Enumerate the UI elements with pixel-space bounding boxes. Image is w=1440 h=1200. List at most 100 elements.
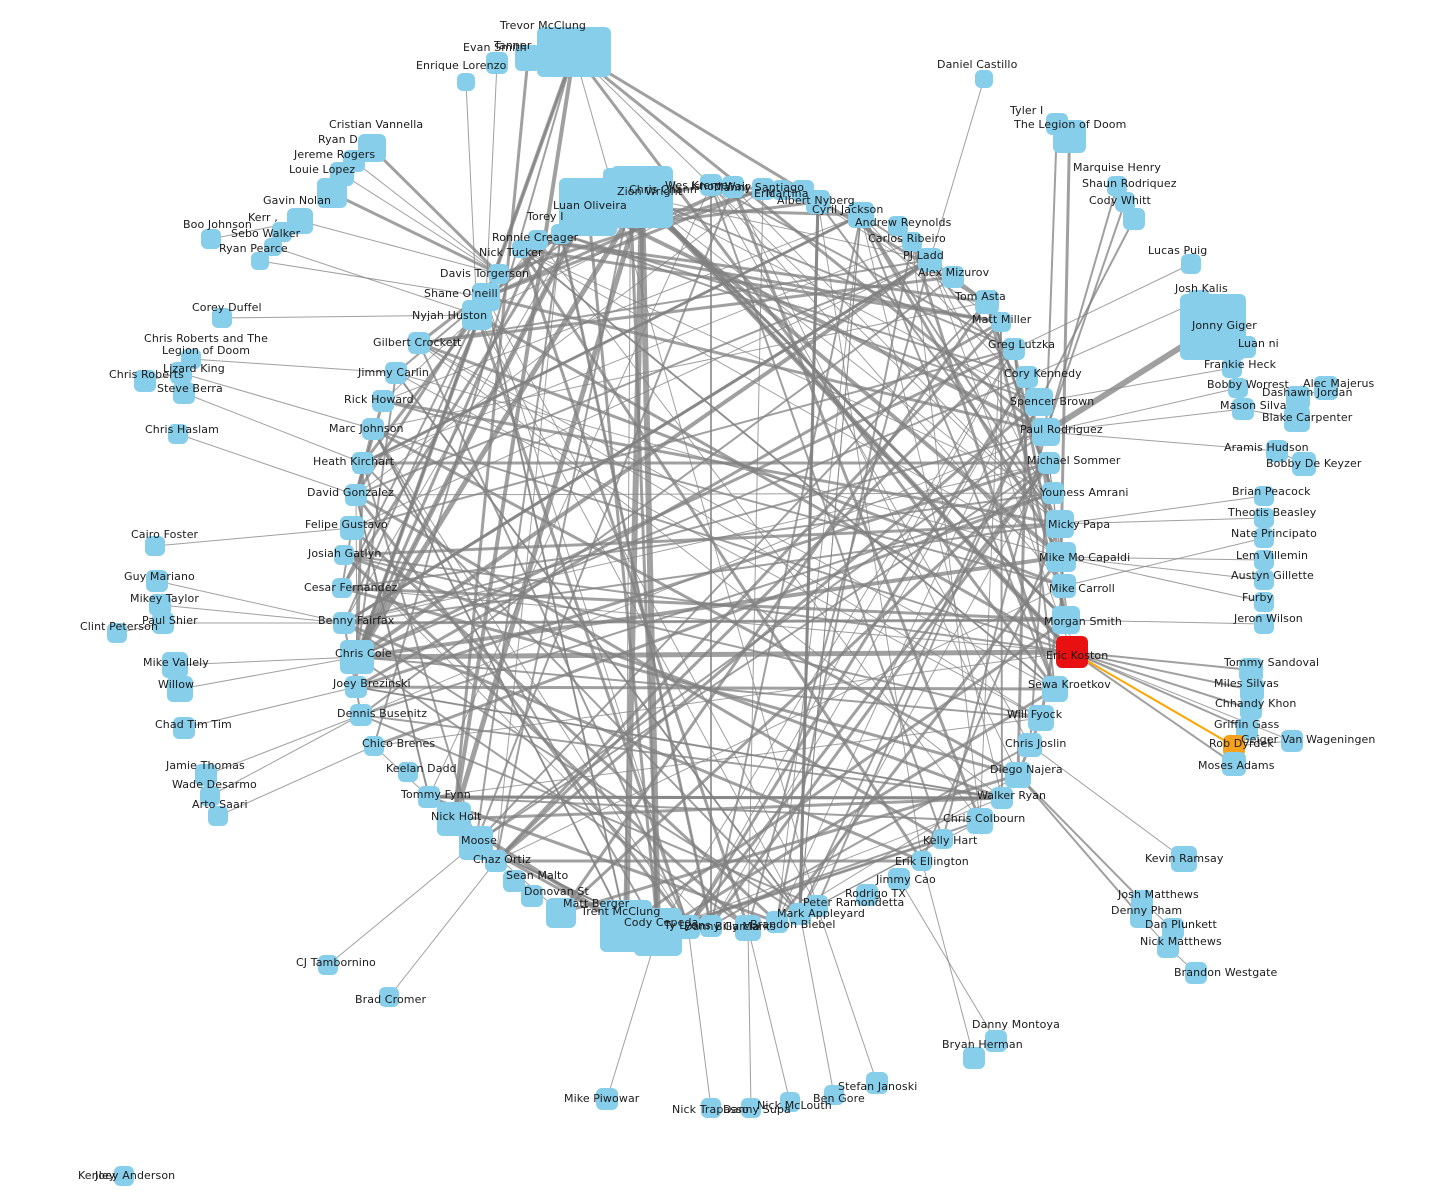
graph-node[interactable] (806, 895, 828, 917)
graph-node[interactable] (700, 174, 722, 196)
graph-node[interactable] (902, 232, 922, 252)
graph-node[interactable] (1222, 752, 1246, 776)
graph-node[interactable] (1254, 508, 1274, 528)
graph-node[interactable] (317, 178, 347, 208)
graph-node[interactable] (345, 676, 367, 698)
graph-node[interactable] (208, 806, 228, 826)
graph-node[interactable] (173, 717, 195, 739)
graph-node[interactable] (340, 516, 364, 540)
graph-node[interactable] (1185, 962, 1207, 984)
graph-node[interactable] (1005, 762, 1031, 788)
graph-node[interactable] (528, 230, 548, 250)
graph-node[interactable] (856, 884, 878, 906)
graph-node[interactable] (334, 545, 354, 565)
graph-node[interactable] (1028, 705, 1054, 731)
graph-node[interactable] (372, 390, 394, 412)
graph-node[interactable] (1018, 733, 1042, 757)
graph-node[interactable] (145, 536, 165, 556)
graph-node[interactable] (173, 382, 195, 404)
graph-node[interactable] (752, 178, 774, 200)
graph-node[interactable] (200, 786, 220, 806)
graph-node[interactable] (766, 911, 788, 933)
graph-node[interactable] (1157, 936, 1179, 958)
graph-node[interactable] (1016, 366, 1038, 388)
graph-node[interactable] (362, 418, 384, 440)
graph-node[interactable] (634, 908, 682, 956)
graph-node[interactable] (1232, 398, 1254, 420)
graph-node[interactable] (1107, 176, 1127, 196)
graph-node[interactable] (1115, 192, 1135, 212)
graph-node[interactable] (364, 736, 384, 756)
graph-node[interactable] (350, 704, 372, 726)
graph-node[interactable] (991, 787, 1013, 809)
graph-node[interactable] (967, 808, 993, 834)
graph-node[interactable] (1236, 718, 1258, 740)
graph-node[interactable] (385, 362, 407, 384)
graph-node[interactable] (888, 868, 910, 890)
graph-node[interactable] (888, 216, 908, 236)
graph-node[interactable] (975, 70, 993, 88)
graph-node[interactable] (866, 1072, 888, 1094)
graph-node[interactable] (1222, 358, 1242, 378)
graph-node[interactable] (912, 851, 932, 871)
graph-node[interactable] (212, 308, 232, 328)
graph-node[interactable] (1223, 735, 1245, 757)
graph-node[interactable] (1254, 550, 1274, 570)
graph-node[interactable] (1181, 254, 1201, 274)
graph-node[interactable] (537, 27, 611, 77)
graph-node[interactable] (1254, 528, 1274, 548)
graph-node[interactable] (379, 987, 399, 1007)
graph-node[interactable] (332, 578, 352, 598)
graph-node[interactable] (1042, 482, 1064, 504)
graph-node[interactable] (1025, 388, 1053, 416)
graph-node[interactable] (1003, 338, 1025, 360)
graph-node[interactable] (780, 1092, 800, 1112)
graph-node[interactable] (418, 786, 440, 808)
graph-node[interactable] (201, 229, 221, 249)
graph-node[interactable] (152, 612, 174, 634)
graph-node[interactable] (318, 955, 338, 975)
graph-node[interactable] (134, 370, 156, 392)
graph-node[interactable] (1042, 676, 1068, 702)
graph-node[interactable] (408, 332, 430, 354)
graph-node[interactable] (181, 349, 201, 369)
graph-node[interactable] (486, 52, 508, 74)
graph-node[interactable] (701, 1098, 721, 1118)
graph-node[interactable] (824, 1085, 844, 1105)
graph-node[interactable] (1254, 592, 1274, 612)
graph-node[interactable] (942, 266, 964, 288)
graph-node[interactable] (168, 424, 188, 444)
graph-node[interactable] (975, 290, 999, 314)
graph-node[interactable] (489, 264, 509, 284)
graph-node[interactable] (457, 73, 475, 91)
graph-node[interactable] (735, 915, 761, 941)
graph-node[interactable] (722, 176, 744, 198)
graph-node[interactable] (1254, 570, 1274, 590)
graph-node[interactable] (398, 762, 418, 782)
graph-node[interactable] (1053, 120, 1086, 153)
graph-node[interactable] (107, 623, 127, 643)
graph-node[interactable] (167, 676, 193, 702)
graph-node[interactable] (1314, 376, 1338, 400)
graph-node[interactable] (700, 915, 722, 937)
graph-node[interactable] (772, 180, 792, 200)
graph-node[interactable] (1234, 336, 1256, 358)
graph-node[interactable] (1228, 378, 1248, 398)
graph-node[interactable] (272, 222, 292, 242)
graph-node[interactable] (985, 1030, 1007, 1052)
graph-node[interactable] (116, 1167, 134, 1185)
graph-node[interactable] (1052, 574, 1076, 598)
graph-node[interactable] (1281, 730, 1303, 752)
graph-node[interactable] (596, 1088, 618, 1110)
graph-node[interactable] (933, 829, 953, 849)
graph-node[interactable] (1046, 542, 1076, 572)
graph-node[interactable] (521, 885, 543, 907)
graph-node[interactable] (149, 594, 171, 616)
graph-node[interactable] (1284, 406, 1310, 432)
graph-node[interactable] (1266, 440, 1288, 462)
graph-node[interactable] (1240, 698, 1262, 720)
graph-node[interactable] (515, 45, 541, 71)
graph-node[interactable] (162, 652, 188, 678)
graph-node[interactable] (1292, 452, 1316, 476)
